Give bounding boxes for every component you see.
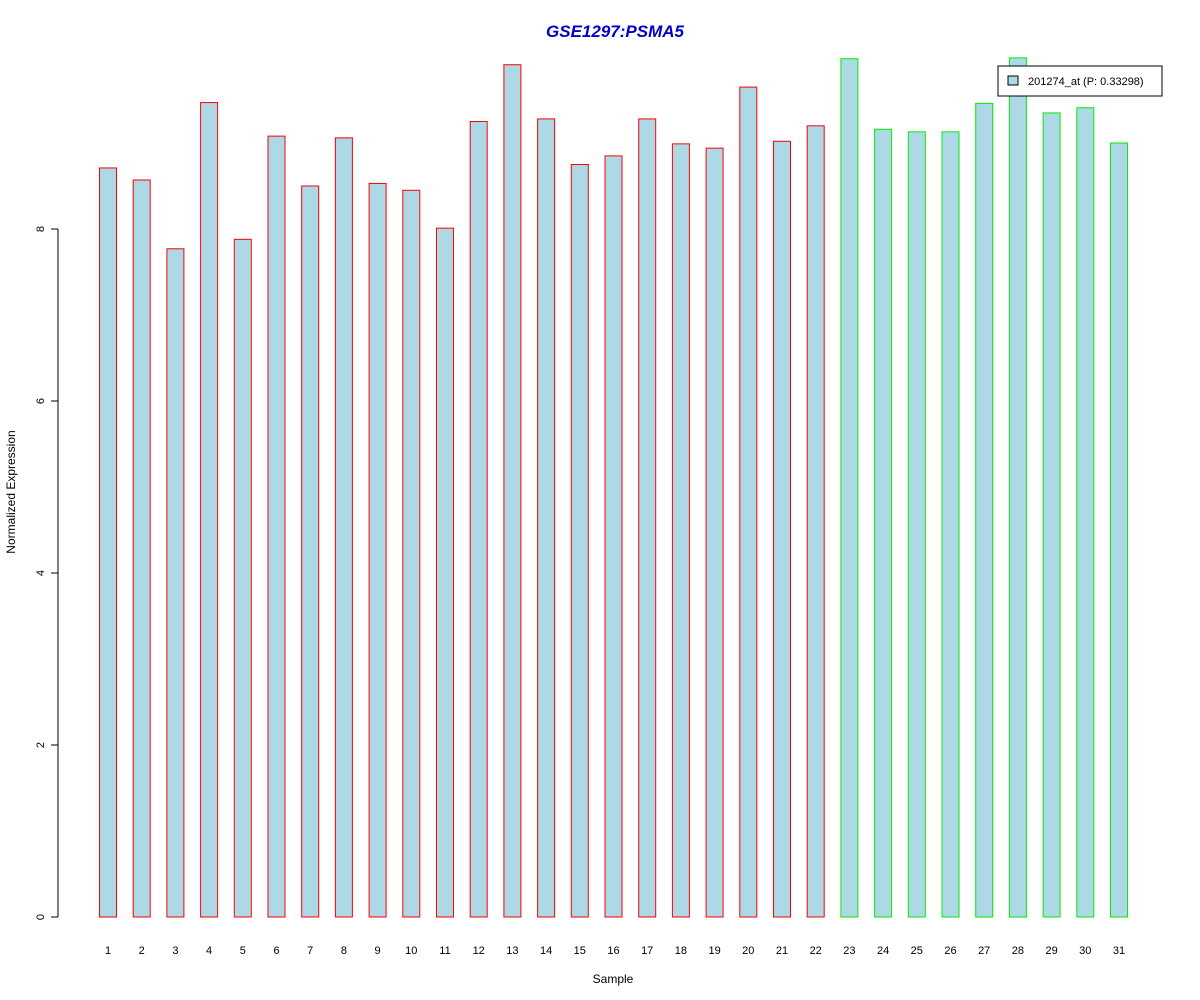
x-tick-label: 27	[978, 945, 990, 957]
x-tick-label: 6	[273, 945, 279, 957]
legend: 201274_at (P: 0.33298)	[997, 65, 1163, 97]
x-tick-label: 22	[810, 945, 822, 957]
bar-sample-28	[1008, 57, 1027, 918]
bar-sample-27	[975, 102, 994, 918]
bar-sample-16	[604, 155, 623, 918]
y-tick-label: 0	[35, 914, 47, 920]
legend-swatch	[1007, 75, 1019, 86]
y-axis: 0 2 4 6 8	[35, 226, 59, 920]
bar-sample-9	[368, 182, 387, 918]
x-tick-label: 17	[641, 945, 653, 957]
chart-title: GSE1297:PSMA5	[546, 22, 684, 41]
bar-sample-6	[267, 135, 286, 918]
y-tick-label: 2	[35, 742, 47, 748]
bar-sample-3	[166, 248, 185, 918]
bar-sample-18	[671, 143, 690, 918]
bar-sample-8	[334, 137, 353, 918]
x-axis-label: Sample	[593, 972, 634, 986]
x-tick-label: 18	[675, 945, 687, 957]
bar-sample-23	[840, 58, 859, 918]
bar-sample-30	[1076, 107, 1095, 918]
x-axis: 1 2 3 4 5 6 7 8 9 10 11 12 13 14 15 16 17 18 19 20 21 22 23 24 2…	[105, 945, 1125, 957]
x-tick-label: 1	[105, 945, 111, 957]
x-tick-label: 4	[206, 945, 212, 957]
x-tick-label: 29	[1045, 945, 1057, 957]
bar-sample-24	[874, 128, 893, 918]
bar-sample-20	[739, 86, 758, 918]
x-tick-label: 14	[540, 945, 552, 957]
x-tick-label: 25	[911, 945, 923, 957]
x-tick-label: 21	[776, 945, 788, 957]
x-tick-label: 30	[1079, 945, 1091, 957]
y-axis-label: Normalized Expression	[4, 430, 18, 553]
x-tick-label: 24	[877, 945, 889, 957]
bar-sample-14	[537, 118, 556, 918]
x-tick-label: 19	[708, 945, 720, 957]
bar-sample-4	[200, 102, 219, 918]
bar-sample-17	[638, 118, 657, 918]
x-tick-label: 13	[506, 945, 518, 957]
x-tick-label: 3	[172, 945, 178, 957]
legend-label: 201274_at (P: 0.33298)	[1028, 76, 1144, 88]
y-tick-label: 6	[35, 398, 47, 404]
x-tick-label: 8	[341, 945, 347, 957]
x-tick-label: 9	[375, 945, 381, 957]
bar-sample-7	[301, 185, 320, 918]
bar-sample-10	[402, 189, 421, 918]
bar-sample-22	[806, 125, 825, 918]
bar-sample-19	[705, 147, 724, 918]
x-tick-label: 31	[1113, 945, 1125, 957]
y-tick-label: 4	[35, 570, 47, 576]
x-tick-label: 12	[473, 945, 485, 957]
legend-box	[997, 65, 1163, 97]
x-tick-label: 20	[742, 945, 754, 957]
bar-sample-21	[773, 140, 791, 918]
bar-sample-25	[907, 131, 926, 918]
x-tick-label: 2	[139, 945, 145, 957]
bar-sample-15	[570, 164, 589, 918]
bar-sample-13	[503, 64, 522, 918]
bar-sample-31	[1110, 142, 1128, 918]
x-tick-label: 11	[439, 945, 450, 957]
x-tick-label: 5	[240, 945, 246, 957]
x-tick-label: 7	[307, 945, 313, 957]
bar-sample-2	[132, 179, 151, 918]
bar-sample-11	[436, 227, 454, 918]
y-tick-label: 8	[35, 226, 47, 232]
x-tick-label: 10	[405, 945, 417, 957]
bar-sample-5	[233, 238, 252, 918]
bar-sample-12	[469, 121, 488, 918]
bar-sample-29	[1042, 112, 1061, 918]
bar-sample-1	[99, 167, 117, 918]
bars	[99, 57, 1128, 918]
x-tick-label: 23	[843, 945, 855, 957]
x-tick-label: 28	[1012, 945, 1024, 957]
x-tick-label: 26	[944, 945, 956, 957]
bar-sample-26	[941, 131, 960, 918]
x-tick-label: 16	[607, 945, 619, 957]
x-tick-label: 15	[574, 945, 586, 957]
